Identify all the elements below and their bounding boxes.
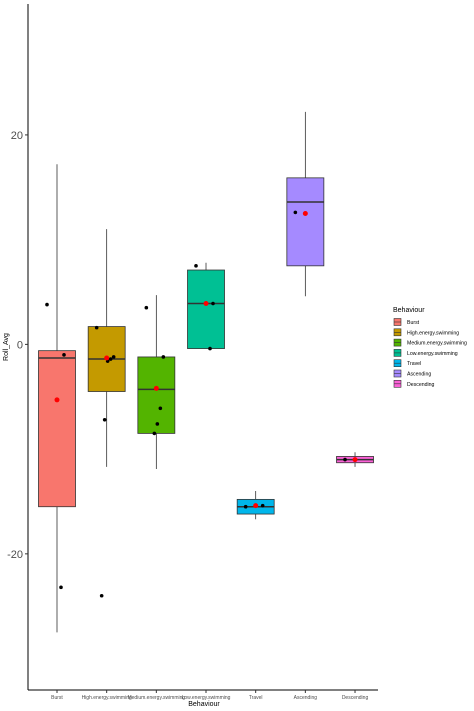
x-tick-label: Burst [51, 695, 63, 701]
data-point [59, 585, 63, 590]
data-point [243, 504, 248, 509]
x-axis-title: Behaviour [188, 701, 220, 708]
plot-area [38, 111, 374, 633]
legend-label: High.energy.swimming [407, 330, 459, 336]
box-iqr [38, 350, 76, 508]
legend-label: Burst [407, 320, 420, 326]
legend-key [393, 379, 402, 388]
data-point [144, 305, 149, 310]
x-tick-label: Descending [342, 695, 369, 701]
data-point [293, 210, 298, 215]
y-axis-title: Roll_Avg [3, 333, 10, 361]
y-tick-label: -20 [7, 549, 23, 561]
legend-key [393, 318, 402, 326]
legend-key [393, 369, 402, 378]
data-point [208, 346, 212, 351]
legend: Behaviour Burst High.energy.swimming Mediu… [393, 307, 467, 388]
mean-point [352, 457, 358, 463]
legend-label: Low.energy.swimming [407, 351, 458, 357]
box-group [236, 491, 275, 520]
box-iqr [137, 356, 176, 434]
box-iqr [286, 177, 325, 267]
data-point [45, 302, 49, 307]
box-group [87, 229, 126, 598]
legend-key [393, 349, 402, 357]
data-point [62, 353, 66, 357]
legend-label: Travel [407, 361, 421, 367]
box-group [286, 111, 325, 297]
box-group [336, 452, 374, 467]
legend-label: Descending [407, 382, 435, 388]
data-point [260, 503, 265, 508]
box-iqr [187, 269, 225, 349]
y-tick-label: 0 [17, 339, 23, 351]
data-point [102, 417, 107, 422]
data-point [99, 593, 104, 598]
data-point [343, 457, 347, 462]
mean-point [153, 385, 159, 391]
mean-point [104, 355, 110, 361]
x-tick-label: Medium.energy.swimming [127, 695, 185, 701]
legend-key [393, 338, 402, 347]
box-group [187, 262, 225, 351]
mean-point [203, 301, 209, 307]
y-tick-label: 20 [11, 130, 23, 142]
legend-title: Behaviour [393, 307, 425, 314]
x-tick-label: Ascending [294, 695, 318, 701]
box-group [137, 295, 176, 470]
data-point [155, 422, 160, 426]
data-point [158, 406, 163, 411]
data-point [108, 357, 113, 361]
box-group [38, 164, 76, 633]
data-point [211, 301, 215, 306]
x-tick-label: High.energy.swimming [82, 695, 132, 701]
legend-label: Ascending [407, 372, 431, 378]
legend-key [393, 359, 402, 368]
data-point [161, 355, 166, 359]
mean-point [54, 397, 60, 403]
x-tick-label: Travel [249, 695, 263, 701]
mean-point [253, 503, 259, 509]
axes: Roll_Avg Behaviour -20 0 20 Burst High.energ… [3, 4, 378, 708]
data-point [111, 355, 116, 359]
data-point [194, 264, 198, 268]
x-tick-label: Low.energy.swimming [182, 695, 231, 701]
mean-point [302, 210, 308, 216]
legend-label: Medium.energy.swimming [407, 341, 467, 347]
data-point [94, 325, 99, 330]
legend-key [393, 328, 402, 337]
data-point [152, 431, 157, 436]
